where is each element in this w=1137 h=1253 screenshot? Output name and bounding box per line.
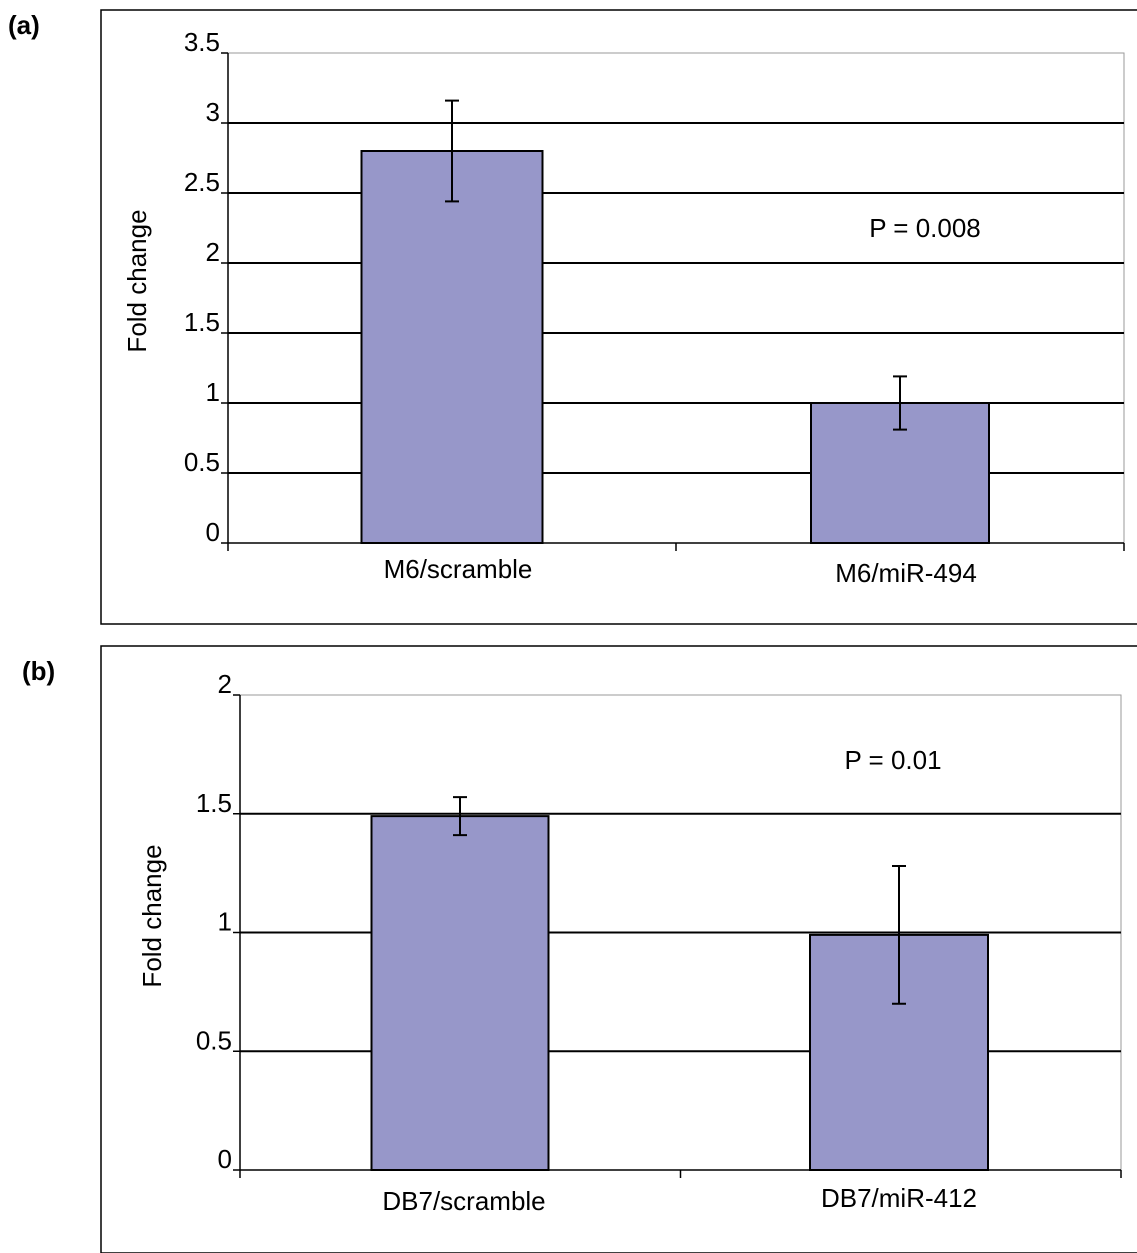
panel-label-a: (a) [8, 10, 40, 40]
x-tick-label: DB7/miR-412 [821, 1183, 977, 1213]
y-tick-label: 2 [218, 669, 232, 699]
y-tick-label: 3.5 [184, 27, 220, 57]
x-tick-label: M6/miR-494 [835, 558, 977, 588]
bar [360, 150, 544, 544]
chart-panel-b: 0 0.5 1 1.5 2 DB7/scramble DB7/miR-412 Fold cha… [100, 645, 1137, 1253]
y-tick-label: 1 [206, 377, 220, 407]
y-axis-label: Fold change [122, 209, 152, 352]
panel-frame [100, 9, 1137, 625]
y-tick-label: 2.5 [184, 167, 220, 197]
x-tick-label: M6/scramble [384, 554, 533, 584]
y-tick-label: 0.5 [184, 447, 220, 477]
x-tick-label: DB7/scramble [382, 1186, 545, 1216]
bar [370, 815, 550, 1171]
y-tick-label: 2 [206, 237, 220, 267]
y-tick-label: 3 [206, 97, 220, 127]
p-value-annotation: P = 0.01 [844, 745, 941, 775]
panel-frame [100, 645, 1137, 1253]
y-axis-label: Fold change [137, 844, 167, 987]
y-tick-label: 1 [218, 907, 232, 937]
plot-border [228, 52, 1125, 543]
p-value-annotation: P = 0.008 [869, 213, 981, 243]
y-tick-label: 0.5 [196, 1025, 232, 1055]
y-tick-label: 0 [218, 1144, 232, 1174]
plot-border [240, 694, 1122, 1170]
y-tick-label: 0 [206, 517, 220, 547]
panel-label-b: (b) [22, 656, 56, 686]
y-tick-label: 1.5 [196, 788, 232, 818]
y-tick-label: 1.5 [184, 307, 220, 337]
chart-panel-a: 0 0.5 1 1.5 2 2.5 3 3.5 M6/scramble M6/miR-494 Fol… [100, 9, 1137, 625]
